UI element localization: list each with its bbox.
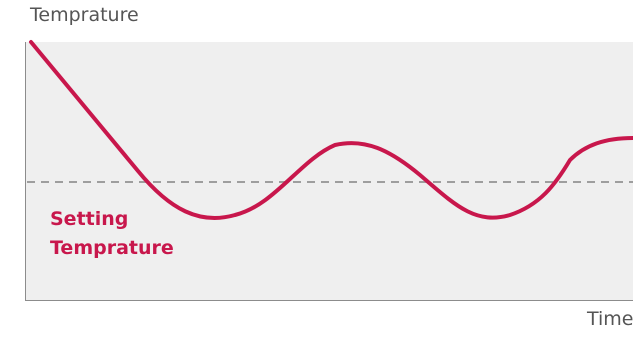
- x-axis-label: Time: [587, 308, 633, 330]
- setting-label-line-2: Temprature: [50, 237, 174, 259]
- setting-label-line-1: Setting: [50, 208, 129, 230]
- setting-temperature-label: Setting Temprature: [50, 205, 174, 263]
- temperature-curve: [29, 40, 633, 220]
- plot-background: [25, 42, 633, 300]
- y-axis-label: Temprature: [30, 4, 139, 26]
